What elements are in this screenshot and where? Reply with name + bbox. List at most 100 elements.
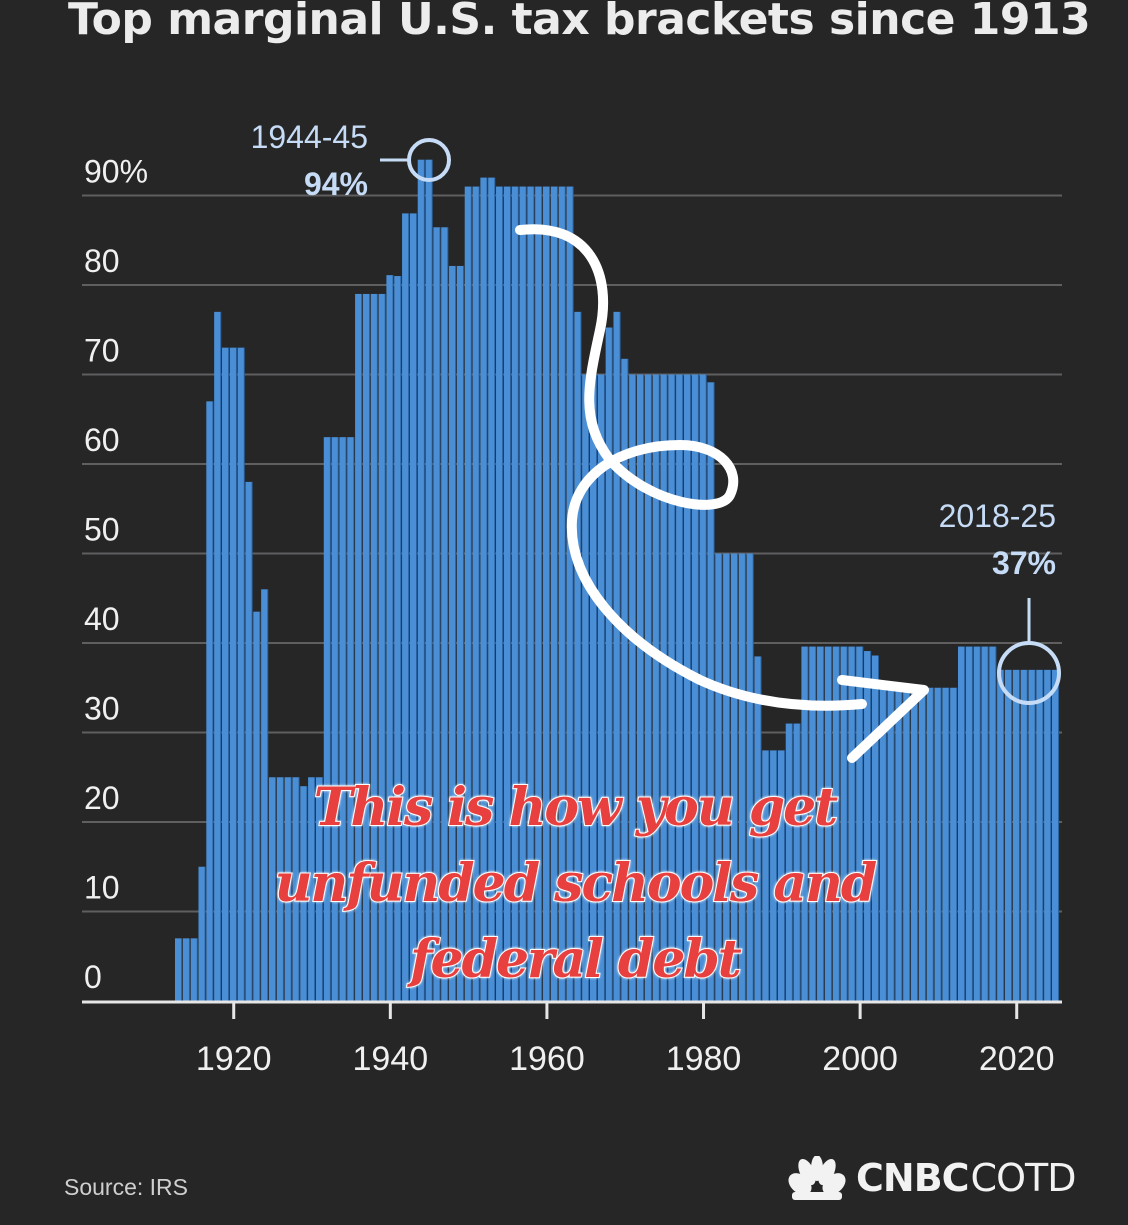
bar-2020 <box>1012 669 1020 1001</box>
caption-line-2: unfunded schools and <box>274 852 879 915</box>
y-tick-label-20: 20 <box>84 780 120 816</box>
chart-title: Top marginal U.S. tax brackets since 191… <box>68 0 1091 45</box>
bar-1985 <box>738 553 746 1001</box>
overlay-caption: This is how you get unfunded schools and… <box>200 770 950 998</box>
x-tick-label-1980: 1980 <box>666 1040 742 1078</box>
bar-1982 <box>715 553 722 1001</box>
bar-1953 <box>488 177 495 1002</box>
bar-1927 <box>284 777 292 1001</box>
bar-1937 <box>362 293 370 1001</box>
bar-1929 <box>300 786 307 1001</box>
bar-1976 <box>668 374 675 1001</box>
bar-2011 <box>942 687 949 1001</box>
bar-1978 <box>683 374 691 1001</box>
bar-1926 <box>276 777 284 1001</box>
bar-1958 <box>527 186 534 1002</box>
bar-1962 <box>558 186 566 1002</box>
bar-1916 <box>198 866 206 1001</box>
bar-2008 <box>918 687 926 1001</box>
bar-1950 <box>464 186 472 1002</box>
bar-1935 <box>347 437 354 1001</box>
y-tick-label-50: 50 <box>84 512 120 548</box>
x-tick-label-2000: 2000 <box>822 1040 898 1078</box>
bar-1939 <box>378 293 386 1001</box>
bar-1981 <box>707 382 715 1001</box>
current-years-label: 2018-25 <box>939 498 1056 534</box>
x-tick-labels: 1920 1940 1960 1980 2000 2020 <box>196 1040 1055 1078</box>
bar-1969 <box>613 311 621 1002</box>
x-tick-label-1960: 1960 <box>509 1040 585 1078</box>
bar-1938 <box>370 293 378 1001</box>
bar-1932 <box>323 437 331 1001</box>
bar-2023 <box>1036 669 1043 1001</box>
bar-2010 <box>934 687 942 1001</box>
bar-1971 <box>629 374 636 1001</box>
bar-2015 <box>973 646 981 1001</box>
y-tick-label-90: 90% <box>84 154 148 190</box>
bar-1954 <box>496 186 503 1002</box>
bar-1949 <box>456 265 464 1001</box>
bar-1925 <box>268 777 276 1001</box>
bar-1987 <box>754 656 762 1001</box>
bar-1994 <box>809 646 816 1001</box>
bar-1996 <box>824 646 832 1001</box>
bar-1941 <box>394 276 401 1001</box>
bar-1947 <box>441 227 448 1001</box>
bar-1931 <box>315 777 323 1001</box>
bar-1957 <box>519 186 527 1002</box>
bar-2024 <box>1044 669 1051 1001</box>
bar-1979 <box>691 374 699 1001</box>
bar-1984 <box>730 553 738 1001</box>
y-tick-label-0: 0 <box>84 959 102 995</box>
bar-2000 <box>856 646 863 1001</box>
bar-1915 <box>190 938 198 1001</box>
bar-1944 <box>417 159 425 1001</box>
bar-1956 <box>511 186 519 1002</box>
brand-suffix: COTD <box>970 1156 1077 1200</box>
bar-1964 <box>574 311 581 1002</box>
peacock-icon <box>788 1156 846 1200</box>
bar-2017 <box>989 646 996 1001</box>
brand-logo: CNBC COTD <box>786 1154 1077 1202</box>
x-tick-label-2020: 2020 <box>979 1040 1055 1078</box>
bar-1951 <box>472 186 480 1002</box>
bar-1914 <box>182 938 190 1001</box>
bar-1963 <box>566 186 574 1002</box>
bar-1968 <box>605 327 613 1001</box>
bar-2009 <box>926 687 934 1001</box>
current-marker-circle <box>997 641 1061 705</box>
bar-1918 <box>214 311 221 1002</box>
current-annotation: 2018-25 37% <box>939 498 1061 705</box>
bar-2004 <box>887 687 895 1001</box>
bar-1948 <box>449 265 456 1001</box>
y-tick-label-80: 80 <box>84 243 120 279</box>
bar-1970 <box>621 358 628 1001</box>
bar-1973 <box>644 374 652 1001</box>
bar-1920 <box>229 347 237 1001</box>
bar-2021 <box>1020 669 1028 1001</box>
bar-1933 <box>331 437 339 1001</box>
bar-1919 <box>221 347 229 1001</box>
bar-1993 <box>801 646 809 1001</box>
bar-1966 <box>589 374 597 1001</box>
bar-2007 <box>911 687 918 1001</box>
bar-1967 <box>597 374 605 1001</box>
bar-1952 <box>480 177 487 1002</box>
bar-1992 <box>793 723 801 1001</box>
bar-2005 <box>895 687 902 1001</box>
bar-1930 <box>308 777 315 1001</box>
arrow-head <box>837 675 929 763</box>
bar-1922 <box>245 481 253 1001</box>
bar-1936 <box>355 293 362 1001</box>
bar-2018 <box>997 669 1004 1001</box>
bar-1923 <box>253 611 260 1001</box>
bar-1945 <box>425 159 433 1001</box>
bar-1989 <box>770 750 777 1001</box>
bar-1913 <box>175 938 182 1001</box>
peak-years-label: 1944-45 <box>251 119 368 155</box>
y-tick-label-10: 10 <box>84 870 120 906</box>
bar-1997 <box>832 646 840 1001</box>
bar-1959 <box>535 186 542 1002</box>
current-value-label: 37% <box>992 545 1056 581</box>
